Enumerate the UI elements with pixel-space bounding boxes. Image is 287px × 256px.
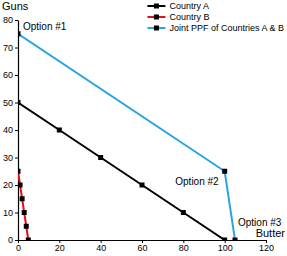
y-tick-mark xyxy=(15,185,18,186)
x-tick-label: 20 xyxy=(55,243,65,253)
y-tick-mark xyxy=(15,158,18,159)
marker xyxy=(98,155,103,160)
y-tick-label: 10 xyxy=(3,208,13,218)
y-tick-label: 30 xyxy=(3,153,13,163)
y-tick-mark xyxy=(15,48,18,49)
x-tick-label: 60 xyxy=(137,243,147,253)
y-tick-label: 70 xyxy=(3,43,13,53)
legend-item: Joint PPF of Countries A & B xyxy=(147,23,284,33)
y-tick: 70 xyxy=(3,43,18,53)
y-tick: 30 xyxy=(3,153,18,163)
legend-marker xyxy=(154,4,159,9)
series-line xyxy=(18,171,28,240)
y-tick: 80 xyxy=(3,15,18,25)
x-tick: 80 xyxy=(179,240,189,253)
marker xyxy=(222,238,227,241)
x-tick: 40 xyxy=(96,240,106,253)
marker xyxy=(222,169,227,174)
legend-label: Country A xyxy=(169,1,209,11)
x-tick: 20 xyxy=(55,240,65,253)
y-tick: 60 xyxy=(3,70,18,80)
x-tick: 100 xyxy=(218,240,233,253)
marker xyxy=(18,169,21,174)
y-tick: 50 xyxy=(3,98,18,108)
marker xyxy=(20,196,25,201)
marker xyxy=(18,100,21,105)
x-tick-label: 100 xyxy=(218,243,233,253)
y-tick: 40 xyxy=(3,125,18,135)
x-tick: 0 xyxy=(16,240,21,253)
chart: 0 20 40 60 80 100 120 0 10 20 30 40 50 60 70 80 Guns Butt… xyxy=(0,0,287,256)
x-tick-label: 80 xyxy=(179,243,189,253)
legend-label: Joint PPF of Countries A & B xyxy=(169,23,284,33)
series xyxy=(18,100,227,240)
marker xyxy=(181,210,186,215)
x-tick-label: 40 xyxy=(96,243,106,253)
y-tick-label: 40 xyxy=(3,125,13,135)
y-tick-mark xyxy=(15,130,18,131)
x-axis-title: Butter xyxy=(256,227,286,239)
y-tick-mark xyxy=(15,75,18,76)
y-axis: 0 10 20 30 40 50 60 70 80 xyxy=(3,15,19,245)
y-tick: 20 xyxy=(3,180,18,190)
marker xyxy=(18,183,23,188)
x-tick-label: 120 xyxy=(259,243,274,253)
y-tick-label: 60 xyxy=(3,70,13,80)
y-tick-label: 50 xyxy=(3,98,13,108)
legend-marker xyxy=(154,15,159,20)
marker xyxy=(140,183,145,188)
series-line xyxy=(18,34,235,240)
annotation: Option #1 xyxy=(23,21,67,32)
annotation: Option #3 xyxy=(238,217,282,228)
marker xyxy=(18,31,21,36)
marker xyxy=(57,128,62,133)
legend-item: Country B xyxy=(147,12,209,22)
annotation: Option #2 xyxy=(175,176,219,187)
series-line xyxy=(18,103,225,241)
legend-marker xyxy=(154,26,159,31)
legend-item: Country A xyxy=(147,1,209,11)
y-tick-mark xyxy=(15,213,18,214)
series xyxy=(18,31,238,240)
x-tick: 60 xyxy=(137,240,147,253)
y-tick-label: 80 xyxy=(3,15,13,25)
marker xyxy=(26,238,31,241)
y-tick-label: 0 xyxy=(8,235,13,245)
marker xyxy=(24,224,29,229)
plot-area xyxy=(18,31,238,240)
y-tick: 10 xyxy=(3,208,18,218)
marker xyxy=(22,210,27,215)
y-tick-mark xyxy=(15,20,18,21)
y-tick-mark xyxy=(15,240,18,241)
x-axis: 0 20 40 60 80 100 120 xyxy=(16,240,274,253)
x-tick-label: 0 xyxy=(16,243,21,253)
y-tick: 0 xyxy=(8,235,18,245)
y-tick-mark xyxy=(15,103,18,104)
legend: Country ACountry BJoint PPF of Countries… xyxy=(147,1,284,33)
x-tick: 120 xyxy=(259,240,274,253)
marker xyxy=(233,238,238,241)
y-tick-label: 20 xyxy=(3,180,13,190)
series xyxy=(18,169,31,240)
y-axis-line xyxy=(18,21,19,241)
y-axis-title: Guns xyxy=(2,0,29,12)
legend-label: Country B xyxy=(169,12,209,22)
